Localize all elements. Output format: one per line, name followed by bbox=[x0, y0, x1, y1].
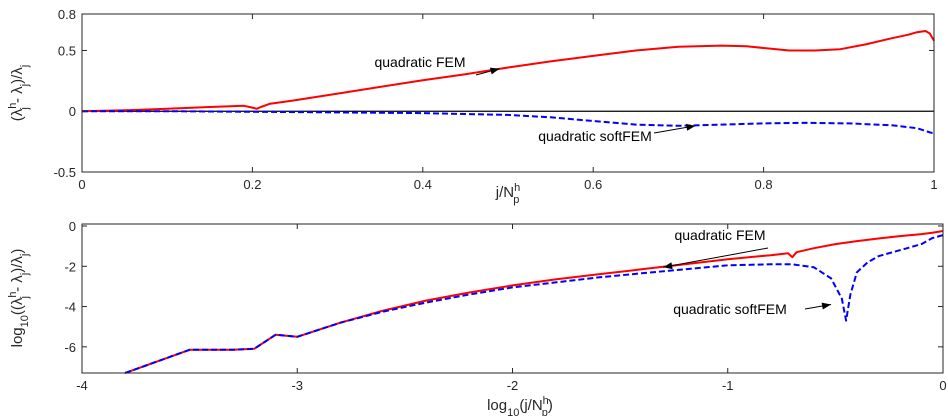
x-tick-label: -1 bbox=[722, 378, 734, 393]
y-tick-label: 0.8 bbox=[58, 7, 76, 22]
annotation-arrowhead bbox=[685, 123, 696, 131]
annotation-arrow-line bbox=[663, 247, 769, 268]
y-tick-label: -2 bbox=[64, 259, 76, 274]
x-tick-label: 0.4 bbox=[414, 177, 432, 192]
annotation-arrowhead bbox=[489, 67, 500, 75]
top-panel: 0 0.2 0.4 0.6 0.8 1-0.500.50.8 quadratic FEMq… bbox=[7, 7, 938, 206]
y-tick-label: 0.5 bbox=[58, 43, 76, 58]
annotation-arrowhead bbox=[663, 262, 673, 270]
annotation-label: quadratic FEM bbox=[674, 227, 765, 243]
x-tick-label: -4 bbox=[76, 378, 88, 393]
x-tick-label: 0 bbox=[939, 378, 946, 393]
fem-series-line bbox=[81, 30, 935, 113]
bottom-panel: -4 -3 -2 -1 0 -6 -4 -2 0 quadratic FEM quadratic … bbox=[7, 219, 947, 416]
top-axes-box bbox=[81, 13, 935, 173]
y-tick-label: -0.5 bbox=[54, 165, 76, 180]
x-tick-label: 1 bbox=[930, 177, 937, 192]
top-x-axis-label: j/Nh p bbox=[495, 182, 520, 206]
softfem-series-line bbox=[82, 110, 935, 135]
x-tick-label: 0.8 bbox=[755, 177, 773, 192]
y-tick-label: -4 bbox=[64, 300, 76, 315]
annotation-label: quadratic softFEM bbox=[673, 301, 787, 317]
x-tick-label: 0 bbox=[78, 177, 85, 192]
fem-series-line bbox=[124, 230, 944, 374]
y-tick-label: -6 bbox=[64, 340, 76, 355]
annotation-arrowhead bbox=[821, 302, 832, 310]
x-tick-label: -3 bbox=[291, 378, 303, 393]
y-tick-label: 0 bbox=[69, 104, 76, 119]
x-tick-label: 0.6 bbox=[584, 177, 602, 192]
bottom-x-axis-label: log10(j/Nh p) bbox=[487, 395, 553, 416]
y-tick-label: 0 bbox=[69, 219, 76, 234]
softfem-series-line bbox=[124, 234, 944, 374]
bottom-y-axis-label: log10((λhj - λj)/λj) bbox=[7, 249, 31, 348]
annotation-label: quadratic FEM bbox=[374, 54, 465, 70]
top-y-axis-label: (λhj - λj)/λj bbox=[7, 65, 31, 122]
x-tick-label: -2 bbox=[507, 378, 519, 393]
x-tick-label: 0.2 bbox=[243, 177, 261, 192]
annotation-label: quadratic softFEM bbox=[538, 128, 652, 144]
